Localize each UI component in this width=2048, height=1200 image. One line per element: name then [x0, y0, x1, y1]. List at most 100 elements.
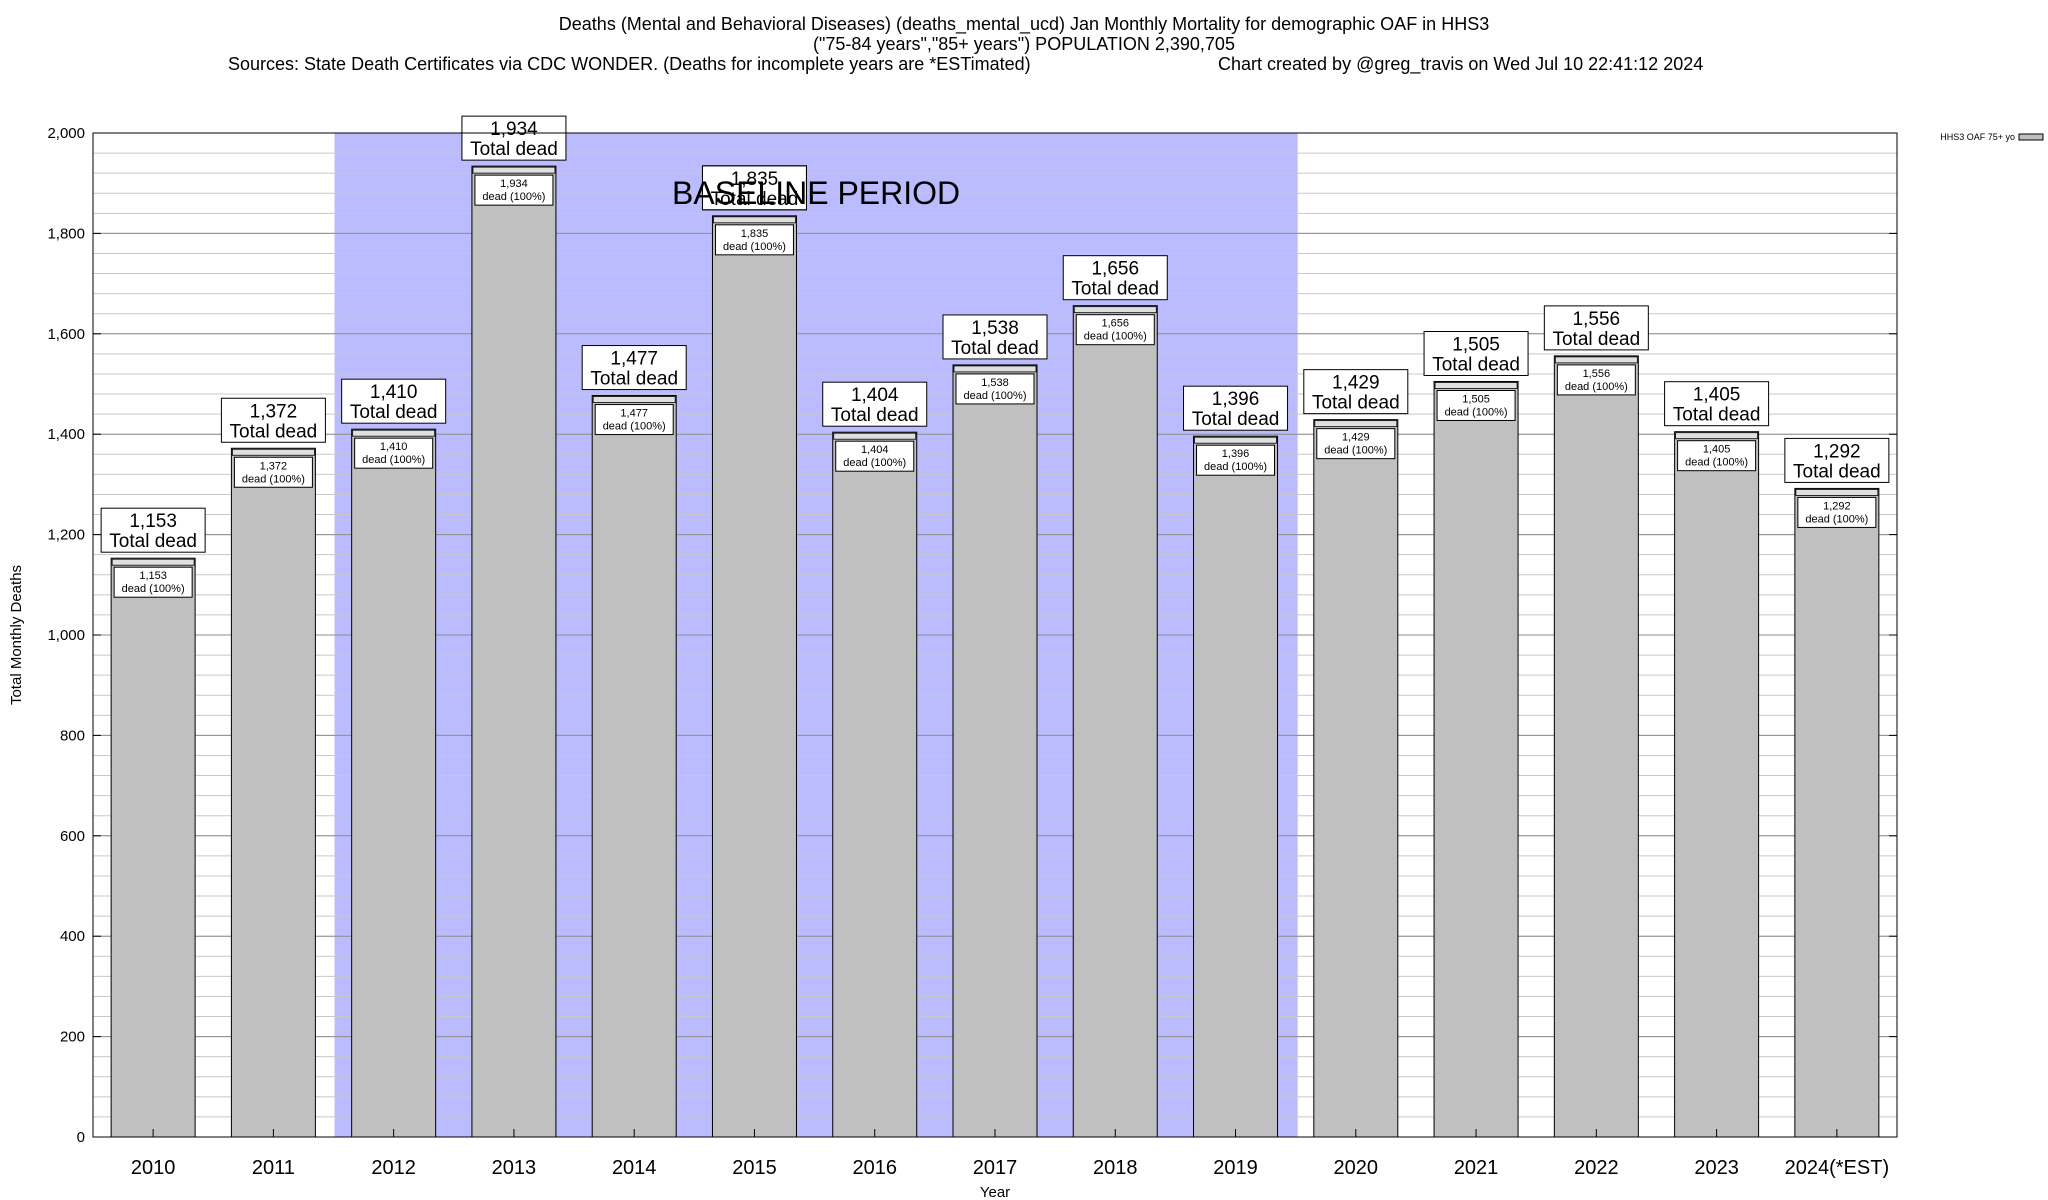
inner-label-box [1316, 428, 1396, 460]
inner-value-label: 1,396 [1222, 448, 1250, 460]
y-tick-label: 600 [60, 828, 85, 845]
inner-value-label: 1,556 [1583, 368, 1611, 380]
inner-label-box [714, 224, 794, 256]
x-tick-label: 2024(*EST) [1785, 1157, 1890, 1179]
total-dead-label: Total dead [590, 369, 678, 390]
x-tick-label: 2021 [1454, 1157, 1499, 1179]
inner-label-box [1797, 496, 1877, 528]
total-label-box [1423, 330, 1529, 376]
inner-percent-label: dead (100%) [482, 191, 545, 203]
total-label-box [942, 314, 1048, 360]
y-tick-label: 1,000 [47, 627, 85, 644]
bar-cap [472, 166, 556, 174]
bar-cap [231, 448, 315, 456]
x-tick-label: 2014 [612, 1157, 657, 1179]
total-value-label: 1,404 [851, 385, 899, 406]
bar-cap [1795, 489, 1879, 496]
bar-cap [1314, 420, 1398, 428]
inner-label-box [594, 404, 674, 436]
x-tick-label: 2010 [131, 1157, 176, 1179]
total-value-label: 1,934 [490, 119, 538, 140]
total-value-label: 1,477 [610, 349, 658, 370]
y-tick-label: 1,800 [47, 225, 85, 242]
bar-cap [833, 432, 917, 440]
bar-cap [352, 429, 436, 437]
bar [110, 557, 196, 1138]
bar [952, 364, 1038, 1138]
bar-cap [1073, 306, 1157, 314]
bar [711, 215, 797, 1138]
total-label-box [1183, 385, 1289, 431]
inner-percent-label: dead (100%) [1565, 381, 1628, 393]
legend-swatch [2018, 133, 2044, 141]
y-tick-label: 1,600 [47, 326, 85, 343]
bar [230, 447, 316, 1138]
inner-percent-label: dead (100%) [1324, 445, 1387, 457]
total-dead-label: Total dead [1312, 393, 1400, 414]
bar-cap [1675, 432, 1758, 440]
total-dead-label: Total dead [350, 402, 438, 423]
inner-value-label: 1,477 [620, 408, 648, 420]
bar-cap [111, 558, 195, 566]
total-label-box [1543, 305, 1649, 351]
inner-percent-label: dead (100%) [1445, 406, 1508, 418]
inner-value-label: 1,153 [139, 570, 167, 582]
inner-value-label: 1,410 [380, 441, 408, 453]
inner-value-label: 1,292 [1823, 500, 1851, 512]
inner-label-box [835, 440, 915, 472]
inner-value-label: 1,656 [1102, 318, 1130, 330]
inner-label-box [233, 456, 313, 488]
total-value-label: 1,835 [731, 169, 779, 190]
bar [471, 165, 557, 1138]
bar [1794, 487, 1880, 1138]
bar [832, 431, 918, 1138]
bar [591, 395, 677, 1138]
bar-cap [1434, 382, 1518, 389]
chart-sources-text: Sources: State Death Certificates via CD… [228, 54, 1031, 74]
bar [1433, 380, 1519, 1138]
inner-percent-label: dead (100%) [1084, 331, 1147, 343]
inner-label-box [955, 373, 1035, 405]
total-value-label: 1,153 [129, 511, 177, 532]
total-value-label: 1,429 [1332, 373, 1380, 394]
x-tick-label: 2023 [1694, 1157, 1739, 1179]
inner-percent-label: dead (100%) [1685, 457, 1748, 469]
inner-percent-label: dead (100%) [1805, 513, 1868, 525]
total-dead-label: Total dead [711, 189, 799, 210]
bar [1313, 419, 1399, 1138]
total-dead-label: Total dead [230, 421, 318, 442]
y-tick-label: 800 [60, 727, 85, 744]
x-tick-label: 2011 [252, 1157, 295, 1179]
inner-value-label: 1,538 [981, 377, 1009, 389]
total-value-label: 1,410 [370, 382, 418, 403]
x-tick-label: 2016 [852, 1157, 897, 1179]
x-tick-label: 2012 [371, 1157, 416, 1179]
inner-value-label: 1,405 [1703, 444, 1731, 456]
bar [1193, 435, 1279, 1138]
bar-cap [592, 396, 676, 403]
inner-label-box [1075, 314, 1155, 346]
chart-title-line-2: ("75-84 years","85+ years") POPULATION 2… [813, 34, 1235, 54]
inner-label-box [354, 437, 434, 469]
total-dead-label: Total dead [1552, 329, 1640, 350]
inner-percent-label: dead (100%) [603, 421, 666, 433]
inner-percent-label: dead (100%) [362, 454, 425, 466]
y-tick-label: 1,400 [47, 426, 85, 443]
inner-percent-label: dead (100%) [964, 390, 1027, 402]
total-value-label: 1,292 [1813, 441, 1861, 462]
chart-title-line-1: Deaths (Mental and Behavioral Diseases) … [558, 14, 1490, 34]
bar-cap [1554, 356, 1638, 364]
total-value-label: 1,396 [1212, 389, 1260, 410]
inner-label-box [1556, 364, 1636, 396]
bar [351, 428, 437, 1138]
total-dead-label: Total dead [1192, 409, 1280, 430]
y-tick-label: 2,000 [47, 125, 85, 142]
bar [1674, 431, 1760, 1138]
total-dead-label: Total dead [109, 531, 197, 552]
x-tick-label: 2018 [1093, 1157, 1138, 1179]
bar-cap [953, 365, 1037, 373]
total-dead-label: Total dead [1432, 354, 1520, 375]
inner-percent-label: dead (100%) [843, 457, 906, 469]
plot-frame [92, 132, 1898, 1138]
baseline-period-label: BASELINE PERIOD [672, 175, 960, 211]
